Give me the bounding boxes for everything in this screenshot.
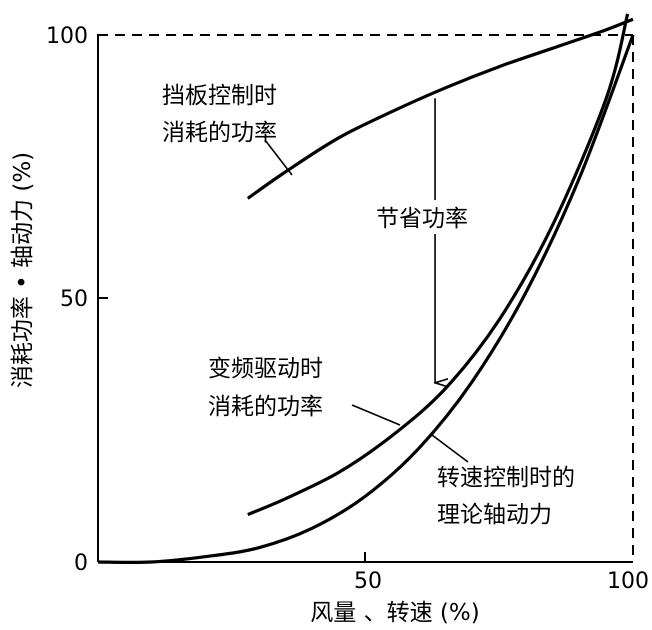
y-tick-label-100: 100 [46, 24, 88, 49]
annotation-background [372, 200, 502, 234]
y-axis-title: 消耗功率 • 轴动力 (%) [10, 152, 36, 388]
x-tick-label-50: 50 [354, 569, 382, 594]
label-theory-line2: 理论轴动力 [437, 502, 552, 528]
annotation-power-saving: 节省功率 [376, 206, 468, 232]
series-line-inverter-power [247, 13, 630, 517]
label-inverter-line2: 消耗的功率 [208, 394, 323, 420]
label-inverter-line1: 变频驱动时 [208, 356, 323, 382]
leader-line-inverter [351, 404, 401, 426]
label-damper-line2: 消耗的功率 [162, 120, 277, 146]
label-theory-line1: 转速控制时的 [437, 465, 575, 491]
label-damper-line1: 挡板控制时 [162, 83, 277, 109]
leader-line-theory [431, 434, 469, 463]
y-tick-label-50: 50 [60, 287, 88, 312]
y-tick-label-0: 0 [74, 551, 88, 576]
x-tick-label-100: 100 [607, 569, 649, 594]
leader-line-damper [264, 139, 293, 176]
series-line-theoretical-shaft-power [97, 34, 635, 564]
series-line-damper-power [246, 17, 634, 200]
x-axis-title: 风量 、转速 (%) [310, 600, 479, 626]
